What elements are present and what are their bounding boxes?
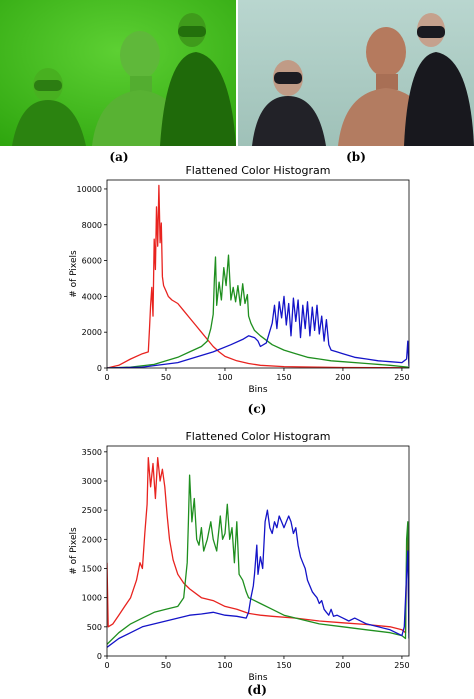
chart-d-ytick-label: 500 xyxy=(87,623,102,632)
chart-c-ytick-label: 2000 xyxy=(82,328,102,337)
chart-d-ytick-label: 1500 xyxy=(82,565,102,574)
chart-c-xtick-label: 250 xyxy=(394,373,409,382)
chart-d-title: Flattened Color Histogram xyxy=(185,430,330,443)
chart-c-xtick-label: 50 xyxy=(161,373,171,382)
chart-c-xtick-label: 200 xyxy=(335,373,350,382)
chart-d-ytick-label: 2500 xyxy=(82,506,102,515)
chart-d-series-green xyxy=(107,474,409,645)
chart-d-xtick-label: 50 xyxy=(161,661,171,670)
chart-c-ylabel: # of Pixels xyxy=(69,250,79,298)
chart-d-xlabel: Bins xyxy=(248,673,267,680)
photo-enhanced-underwater xyxy=(238,0,474,146)
chart-c-title: Flattened Color Histogram xyxy=(185,164,330,177)
chart-d-ylabel: # of Pixels xyxy=(69,527,79,575)
chart-d-xtick-label: 200 xyxy=(335,661,350,670)
chart-c-ytick-label: 0 xyxy=(97,364,102,373)
chart-d-series-red xyxy=(107,457,409,634)
panel-c-caption: (c) xyxy=(247,402,267,416)
panel-b-caption: (b) xyxy=(346,150,366,164)
chart-c-ytick-label: 10000 xyxy=(77,185,102,194)
chart-d-xtick-label: 100 xyxy=(217,661,232,670)
panel-a-caption: (a) xyxy=(109,150,129,164)
chart-c-frame xyxy=(106,179,410,369)
chart-d-ytick-label: 0 xyxy=(97,652,102,661)
chart-d-ytick-label: 3500 xyxy=(82,448,102,457)
histogram-chart-c: Flattened Color Histogram 0 50 100 150 200 250… xyxy=(0,160,474,422)
chart-d-series-blue xyxy=(107,509,409,648)
histogram-chart-d-svg: Flattened Color Histogram 0 50 100 150 200 250… xyxy=(69,430,410,680)
chart-c-xtick-label: 150 xyxy=(276,373,291,382)
panel-d-caption: (d) xyxy=(247,683,267,697)
chart-c-xtick-label: 100 xyxy=(217,373,232,382)
histogram-chart-d: Flattened Color Histogram 0 50 100 150 200 250… xyxy=(0,426,474,680)
histogram-chart-c-svg: Flattened Color Histogram 0 50 100 150 200 250… xyxy=(69,164,410,395)
chart-d-ytick-label: 3000 xyxy=(82,477,102,486)
chart-c-xlabel: Bins xyxy=(248,385,267,395)
chart-d-xtick-label: 250 xyxy=(394,661,409,670)
chart-d-ytick-label: 2000 xyxy=(82,535,102,544)
chart-c-ytick-label: 4000 xyxy=(82,292,102,301)
photo-original-underwater xyxy=(0,0,236,146)
chart-d-frame xyxy=(106,445,410,657)
chart-c-series-red xyxy=(107,184,409,368)
chart-d-xtick-label: 150 xyxy=(276,661,291,670)
chart-d-xtick-label: 0 xyxy=(104,661,109,670)
chart-c-series-green xyxy=(107,254,409,368)
chart-d-ytick-label: 1000 xyxy=(82,594,102,603)
chart-c-ytick-label: 6000 xyxy=(82,257,102,266)
chart-c-xtick-label: 0 xyxy=(104,373,109,382)
chart-c-ytick-label: 8000 xyxy=(82,221,102,230)
chart-c-series-blue xyxy=(107,295,409,368)
